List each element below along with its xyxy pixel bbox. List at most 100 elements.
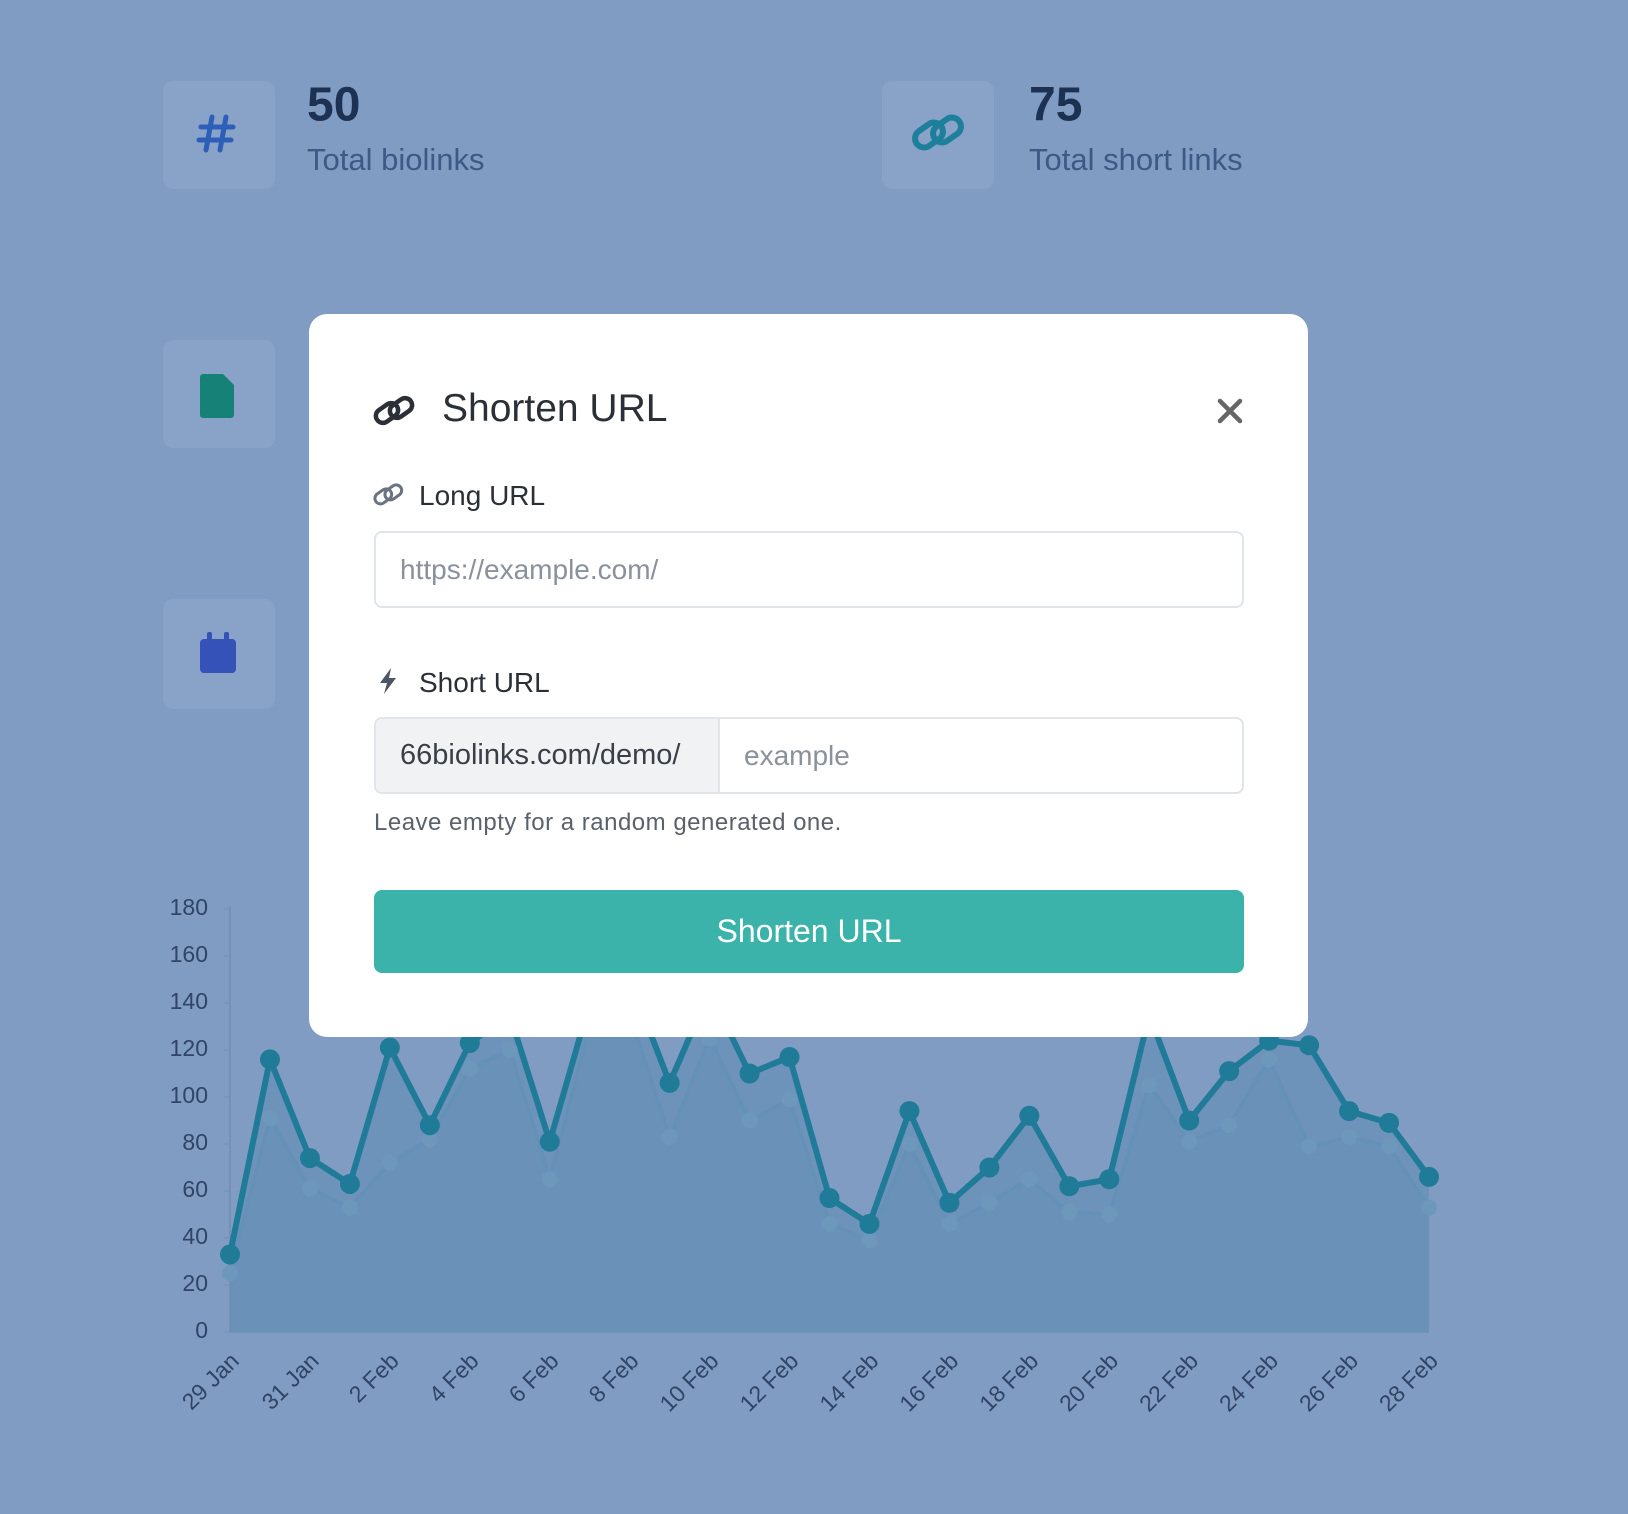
close-button[interactable] [1216,397,1244,425]
data-point [1299,1035,1320,1056]
data-point [1061,1204,1078,1221]
data-point [1421,1199,1437,1216]
calendar-icon [200,632,236,673]
data-point [1221,1117,1238,1134]
data-point [1381,1138,1398,1155]
data-point [501,1042,518,1058]
x-tick-label: 12 Feb [734,1347,803,1416]
data-point [739,1063,760,1084]
data-point [461,1060,478,1077]
x-tick-label: 14 Feb [814,1347,883,1416]
data-point [659,1072,680,1093]
x-tick-label: 16 Feb [894,1347,963,1416]
x-tick-label: 24 Feb [1214,1347,1283,1416]
stat-icon-box [163,81,275,189]
data-point [1059,1176,1080,1197]
x-tick-label: 26 Feb [1294,1347,1363,1416]
data-point [1379,1112,1400,1133]
y-tick-label: 0 [195,1317,208,1343]
data-point [1101,1206,1118,1223]
y-tick-label: 100 [170,1082,208,1108]
title-link-icon [373,395,415,426]
data-point [299,1148,320,1169]
link-icon [912,114,964,151]
y-tick-label: 40 [182,1223,208,1249]
x-tick-label: 4 Feb [424,1347,484,1407]
data-point [261,1110,278,1127]
url-prefix: 66biolinks.com/demo/ [376,719,720,792]
data-point [1219,1061,1240,1082]
y-tick-label: 180 [170,894,208,920]
short-url-icon [380,668,396,694]
file-icon [200,374,234,418]
y-tick-label: 80 [182,1129,208,1155]
data-point [741,1112,758,1129]
x-tick-label: 8 Feb [584,1347,644,1407]
field-label: Short URL [419,667,550,698]
y-tick-label: 140 [170,988,208,1014]
y-tick-label: 120 [170,1035,208,1061]
data-point [539,1131,560,1152]
data-point [1261,1051,1278,1068]
data-point [1341,1128,1358,1145]
data-point [1301,1138,1318,1155]
stat-label: Total biolinks [307,142,484,177]
data-point [459,1032,480,1053]
help-text: Leave empty for a random generated one. [374,809,842,836]
series-area [230,979,1429,1332]
long-url-input[interactable]: https://example.com/ [374,531,1244,608]
data-point [861,1232,878,1249]
y-tick-label: 160 [170,941,208,967]
x-tick-label: 20 Feb [1054,1347,1123,1416]
data-point [259,1049,280,1070]
data-point [419,1115,440,1136]
input-placeholder: example [744,740,850,771]
data-point [222,1265,238,1282]
data-point [981,1194,998,1211]
shorten-url-modal: Shorten URL Long URL https://example.com… [309,314,1308,1037]
x-tick-label: 31 Jan [257,1347,324,1414]
x-tick-label: 22 Feb [1134,1347,1203,1416]
data-point [941,1215,958,1232]
data-point [1179,1110,1200,1131]
x-tick-label: 28 Feb [1374,1347,1443,1416]
x-tick-label: 10 Feb [654,1347,723,1416]
stat-label: Total short links [1029,142,1243,177]
long-url-icon [373,483,404,506]
stat-icon-box [882,81,994,189]
data-point [220,1244,240,1265]
stat-value: 50 [307,79,360,132]
hash-icon [196,114,236,153]
data-point [381,1154,398,1171]
data-point [939,1192,960,1213]
short-url-input[interactable]: example [720,719,1242,792]
data-point [979,1157,1000,1178]
short-url-input-group: 66biolinks.com/demo/ example [374,717,1244,794]
modal-title: Shorten URL [442,387,668,430]
data-point [341,1199,358,1216]
data-point [821,1215,838,1232]
y-tick-label: 60 [182,1176,208,1202]
field-label: Long URL [419,480,546,511]
x-tick-label: 18 Feb [974,1347,1043,1416]
data-point [541,1171,558,1188]
data-point [1419,1166,1439,1187]
data-point [781,1091,798,1108]
submit-button[interactable]: Shorten URL [374,890,1244,973]
stat-value: 75 [1029,79,1082,132]
data-point [859,1213,880,1234]
data-point [1099,1169,1120,1190]
data-point [899,1101,920,1122]
x-tick-label: 2 Feb [344,1347,404,1407]
x-tick-label: 6 Feb [504,1347,564,1407]
data-point [901,1136,918,1152]
data-point [1019,1105,1040,1126]
data-point [301,1180,318,1197]
x-tick-label: 29 Jan [177,1347,244,1414]
data-point [379,1037,400,1058]
data-point [1141,1077,1158,1094]
data-point [1181,1133,1198,1150]
data-point [421,1131,438,1148]
